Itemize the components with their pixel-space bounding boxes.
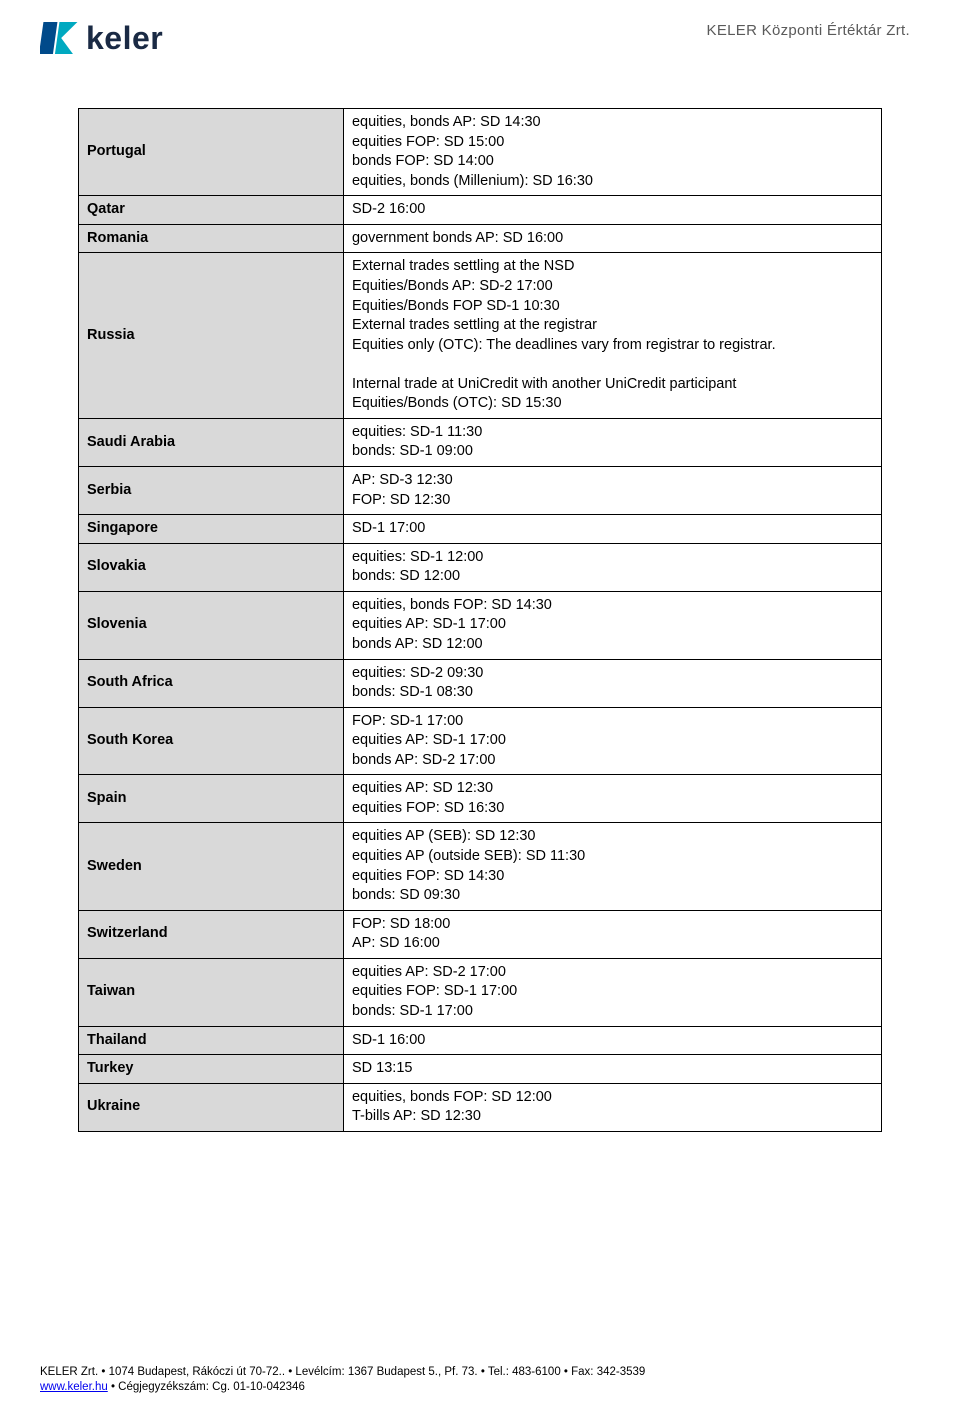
main-content: Portugalequities, bonds AP: SD 14:30 equ… [0,58,960,1132]
value-cell: government bonds AP: SD 16:00 [343,224,881,253]
country-cell: Qatar [79,196,344,225]
table-row: TurkeySD 13:15 [79,1055,882,1084]
value-cell: equities: SD-2 09:30 bonds: SD-1 08:30 [343,659,881,707]
brand-wordmark: keler [86,20,163,57]
table-row: SwitzerlandFOP: SD 18:00 AP: SD 16:00 [79,910,882,958]
logo-mark-icon [40,18,80,58]
country-cell: Switzerland [79,910,344,958]
table-row: Spainequities AP: SD 12:30 equities FOP:… [79,775,882,823]
country-cell: Slovenia [79,591,344,659]
value-cell: equities, bonds FOP: SD 12:00 T-bills AP… [343,1083,881,1131]
value-cell: AP: SD-3 12:30 FOP: SD 12:30 [343,467,881,515]
table-row: South KoreaFOP: SD-1 17:00 equities AP: … [79,707,882,775]
country-cell: South Korea [79,707,344,775]
value-cell: equities, bonds AP: SD 14:30 equities FO… [343,109,881,196]
value-cell: SD-1 16:00 [343,1026,881,1055]
header-company-name: KELER Központi Értéktár Zrt. [707,18,910,39]
country-cell: Saudi Arabia [79,418,344,466]
country-cell: Romania [79,224,344,253]
table-row: RussiaExternal trades settling at the NS… [79,253,882,419]
value-cell: SD-1 17:00 [343,515,881,544]
country-cell: Sweden [79,823,344,910]
value-cell: FOP: SD 18:00 AP: SD 16:00 [343,910,881,958]
country-cell: Spain [79,775,344,823]
value-cell: equities AP: SD 12:30 equities FOP: SD 1… [343,775,881,823]
country-cell: Singapore [79,515,344,544]
value-cell: equities: SD-1 12:00 bonds: SD 12:00 [343,543,881,591]
footer-line-2-rest: • Cégjegyzékszám: Cg. 01-10-042346 [108,1381,305,1393]
country-cell: South Africa [79,659,344,707]
country-cell: Taiwan [79,958,344,1026]
country-cell: Thailand [79,1026,344,1055]
value-cell: equities: SD-1 11:30 bonds: SD-1 09:00 [343,418,881,466]
value-cell: equities, bonds FOP: SD 14:30 equities A… [343,591,881,659]
table-row: Romaniagovernment bonds AP: SD 16:00 [79,224,882,253]
value-cell: SD 13:15 [343,1055,881,1084]
deadlines-table: Portugalequities, bonds AP: SD 14:30 equ… [78,108,882,1132]
table-row: Slovakiaequities: SD-1 12:00 bonds: SD 1… [79,543,882,591]
page-header: keler KELER Központi Értéktár Zrt. [0,0,960,58]
country-cell: Turkey [79,1055,344,1084]
table-row: South Africaequities: SD-2 09:30 bonds: … [79,659,882,707]
table-row: Sloveniaequities, bonds FOP: SD 14:30 eq… [79,591,882,659]
table-row: SingaporeSD-1 17:00 [79,515,882,544]
value-cell: equities AP (SEB): SD 12:30 equities AP … [343,823,881,910]
brand-logo: keler [40,18,163,58]
table-row: Portugalequities, bonds AP: SD 14:30 equ… [79,109,882,196]
table-row: Saudi Arabiaequities: SD-1 11:30 bonds: … [79,418,882,466]
country-cell: Slovakia [79,543,344,591]
footer-line-2: www.keler.hu • Cégjegyzékszám: Cg. 01-10… [40,1380,920,1396]
table-row: QatarSD-2 16:00 [79,196,882,225]
table-row: SerbiaAP: SD-3 12:30 FOP: SD 12:30 [79,467,882,515]
country-cell: Ukraine [79,1083,344,1131]
table-row: Swedenequities AP (SEB): SD 12:30 equiti… [79,823,882,910]
value-cell: FOP: SD-1 17:00 equities AP: SD-1 17:00 … [343,707,881,775]
footer-line-1: KELER Zrt. • 1074 Budapest, Rákóczi út 7… [40,1365,920,1381]
footer-link[interactable]: www.keler.hu [40,1381,108,1393]
value-cell: SD-2 16:00 [343,196,881,225]
value-cell: equities AP: SD-2 17:00 equities FOP: SD… [343,958,881,1026]
table-row: Ukraineequities, bonds FOP: SD 12:00 T-b… [79,1083,882,1131]
country-cell: Serbia [79,467,344,515]
table-row: Taiwanequities AP: SD-2 17:00 equities F… [79,958,882,1026]
value-cell: External trades settling at the NSD Equi… [343,253,881,419]
table-row: ThailandSD-1 16:00 [79,1026,882,1055]
page-footer: KELER Zrt. • 1074 Budapest, Rákóczi út 7… [40,1365,920,1396]
country-cell: Russia [79,253,344,419]
country-cell: Portugal [79,109,344,196]
